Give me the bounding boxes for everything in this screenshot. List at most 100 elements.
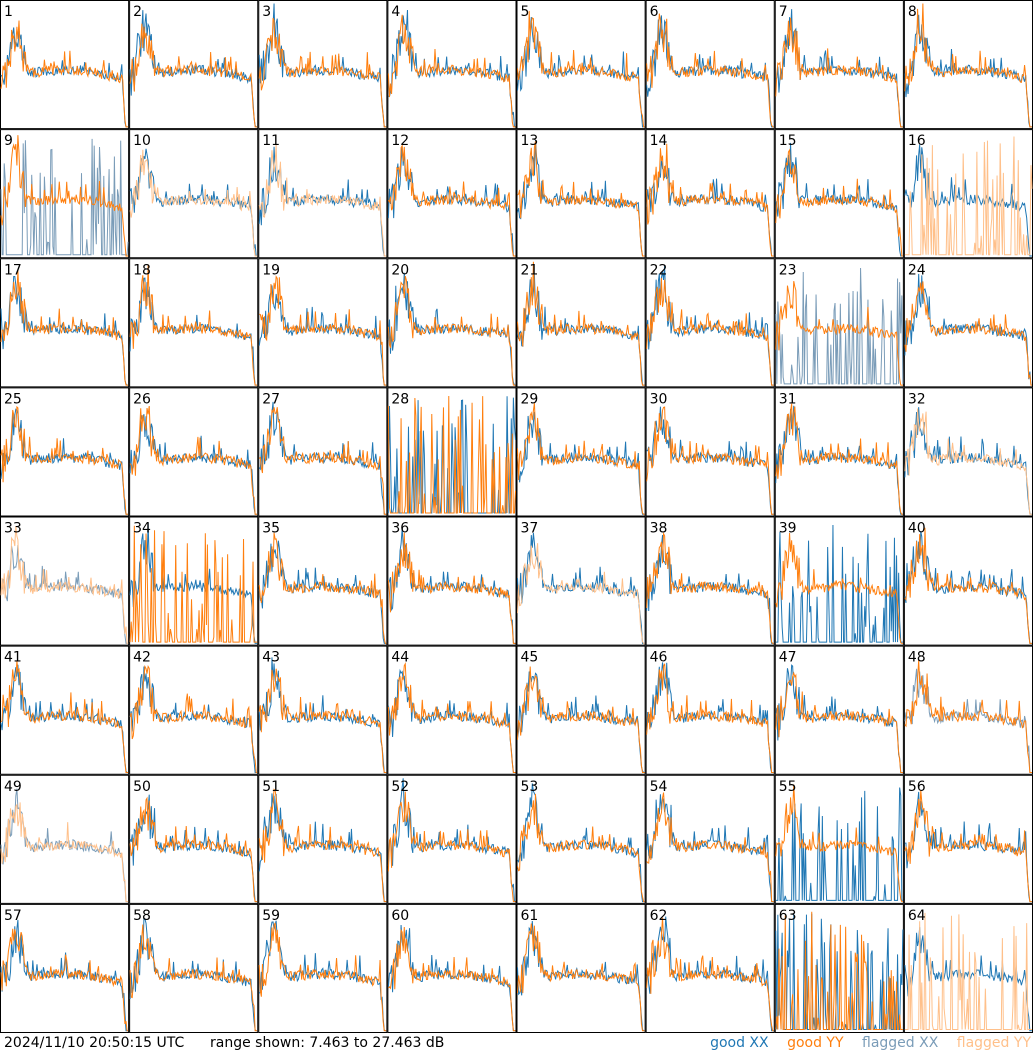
panel-border: [129, 0, 259, 130]
panel-31: 31: [774, 387, 904, 517]
panel-border: [903, 387, 1033, 517]
panel-border: [774, 774, 904, 904]
panel-6: 6: [645, 0, 775, 130]
series-yy: [129, 23, 258, 128]
series-yy: [0, 928, 129, 1032]
series-yy: [129, 525, 258, 643]
series-yy: [904, 281, 1032, 386]
panel-label: 15: [779, 133, 797, 149]
series-yy: [259, 275, 387, 386]
panel-23: 23: [774, 258, 904, 388]
series-yy: [0, 660, 129, 774]
panel-label: 54: [650, 779, 668, 795]
panel-15: 15: [774, 129, 904, 259]
series-yy: [646, 792, 774, 903]
panel-17: 17: [0, 258, 130, 388]
panel-label: 50: [133, 779, 151, 795]
panel-label: 28: [391, 391, 409, 407]
series-yy: [517, 261, 645, 386]
series-yy: [0, 526, 129, 644]
panel-25: 25: [0, 387, 130, 517]
panel-8: 8: [903, 0, 1033, 130]
panel-label: 8: [908, 4, 917, 20]
series-yy: [904, 136, 1033, 256]
panel-label: 41: [4, 650, 22, 666]
footer: 2024/11/10 20:50:15 UTC range shown: 7.4…: [0, 1033, 1033, 1053]
panel-label: 26: [133, 391, 151, 407]
legend: good XX good YY flagged XX flagged YY: [696, 1033, 1031, 1053]
panel-21: 21: [516, 258, 646, 388]
series-yy: [387, 395, 516, 514]
series-yy: [387, 662, 516, 774]
series-yy: [775, 784, 903, 903]
panel-label: 64: [908, 908, 926, 924]
panel-7: 7: [774, 0, 904, 130]
panel-label: 30: [650, 391, 668, 407]
panel-label: 33: [4, 521, 22, 537]
panel-label: 61: [521, 908, 539, 924]
series-yy: [387, 532, 516, 644]
panel-label: 60: [391, 908, 409, 924]
panel-border: [516, 903, 646, 1033]
range-label: range shown: 7.463 to 27.463 dB: [210, 1035, 445, 1051]
series-xx: [775, 524, 903, 643]
panel-label: 59: [262, 908, 280, 924]
panel-11: 11: [258, 129, 388, 259]
panel-57: 57: [0, 903, 130, 1033]
panel-27: 27: [258, 387, 388, 517]
panel-border: [774, 0, 904, 130]
legend-flagged-xx: flagged XX: [862, 1035, 939, 1051]
panel-label: 19: [262, 262, 280, 278]
panel-label: 5: [521, 4, 530, 20]
panel-label: 40: [908, 521, 926, 537]
series-xx: [775, 267, 904, 385]
panel-border: [258, 774, 388, 904]
panel-label: 25: [4, 391, 22, 407]
panel-59: 59: [258, 903, 388, 1033]
panel-border: [774, 387, 904, 517]
series-xx: [646, 916, 774, 1032]
series-yy: [775, 148, 903, 257]
panel-label: 2: [133, 4, 142, 20]
series-yy: [388, 926, 516, 1032]
series-yy: [129, 149, 258, 257]
series-yy: [517, 141, 645, 257]
series-yy: [0, 135, 129, 257]
panel-14: 14: [645, 129, 775, 259]
panel-label: 63: [779, 908, 797, 924]
panel-55: 55: [774, 774, 904, 904]
panel-label: 42: [133, 650, 151, 666]
panel-41: 41: [0, 645, 130, 775]
panel-label: 43: [262, 650, 280, 666]
panel-border: [645, 903, 775, 1033]
panel-label: 47: [779, 650, 797, 666]
panel-border: [0, 774, 130, 904]
panel-border: [387, 0, 517, 130]
series-xx: [904, 531, 1032, 644]
panel-label: 39: [779, 521, 797, 537]
panel-42: 42: [129, 645, 259, 775]
panel-label: 51: [262, 779, 280, 795]
panel-label: 7: [779, 4, 788, 20]
series-xx: [646, 265, 774, 386]
panel-61: 61: [516, 903, 646, 1033]
series-yy: [775, 532, 903, 644]
timestamp: 2024/11/10 20:50:15 UTC: [4, 1035, 185, 1051]
panel-label: 55: [779, 779, 797, 795]
series-yy: [517, 403, 645, 515]
series-xx: [387, 924, 516, 1032]
panel-label: 24: [908, 262, 926, 278]
panel-64: 64: [903, 903, 1033, 1033]
series-yy: [904, 660, 1032, 774]
panel-30: 30: [645, 387, 775, 517]
series-yy: [387, 791, 516, 903]
panel-border: [387, 774, 517, 904]
series-yy: [775, 911, 903, 1030]
panel-label: 6: [650, 4, 659, 20]
panel-label: 57: [4, 908, 22, 924]
series-yy: [258, 922, 387, 1032]
series-xx: [904, 668, 1032, 774]
series-xx: [517, 411, 645, 515]
panel-label: 52: [391, 779, 409, 795]
